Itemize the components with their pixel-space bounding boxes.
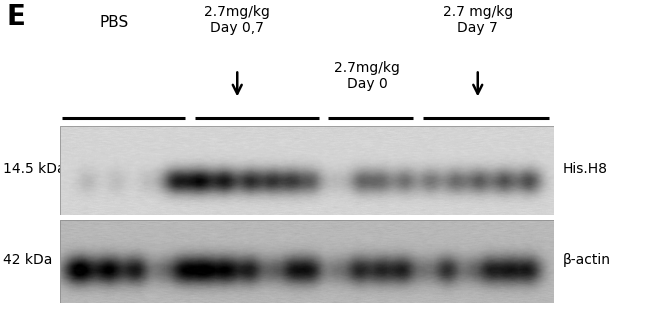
Text: His.H8: His.H8 xyxy=(562,162,607,176)
Text: E: E xyxy=(6,3,25,31)
Text: 2.7 mg/kg
Day 7: 2.7 mg/kg Day 7 xyxy=(443,5,513,35)
Text: 42 kDa: 42 kDa xyxy=(3,253,53,267)
Text: β-actin: β-actin xyxy=(562,253,610,267)
Text: 2.7mg/kg
Day 0,7: 2.7mg/kg Day 0,7 xyxy=(204,5,270,35)
Text: PBS: PBS xyxy=(99,15,129,30)
Text: 2.7mg/kg
Day 0: 2.7mg/kg Day 0 xyxy=(334,61,400,91)
Text: 14.5 kDa: 14.5 kDa xyxy=(3,162,66,176)
